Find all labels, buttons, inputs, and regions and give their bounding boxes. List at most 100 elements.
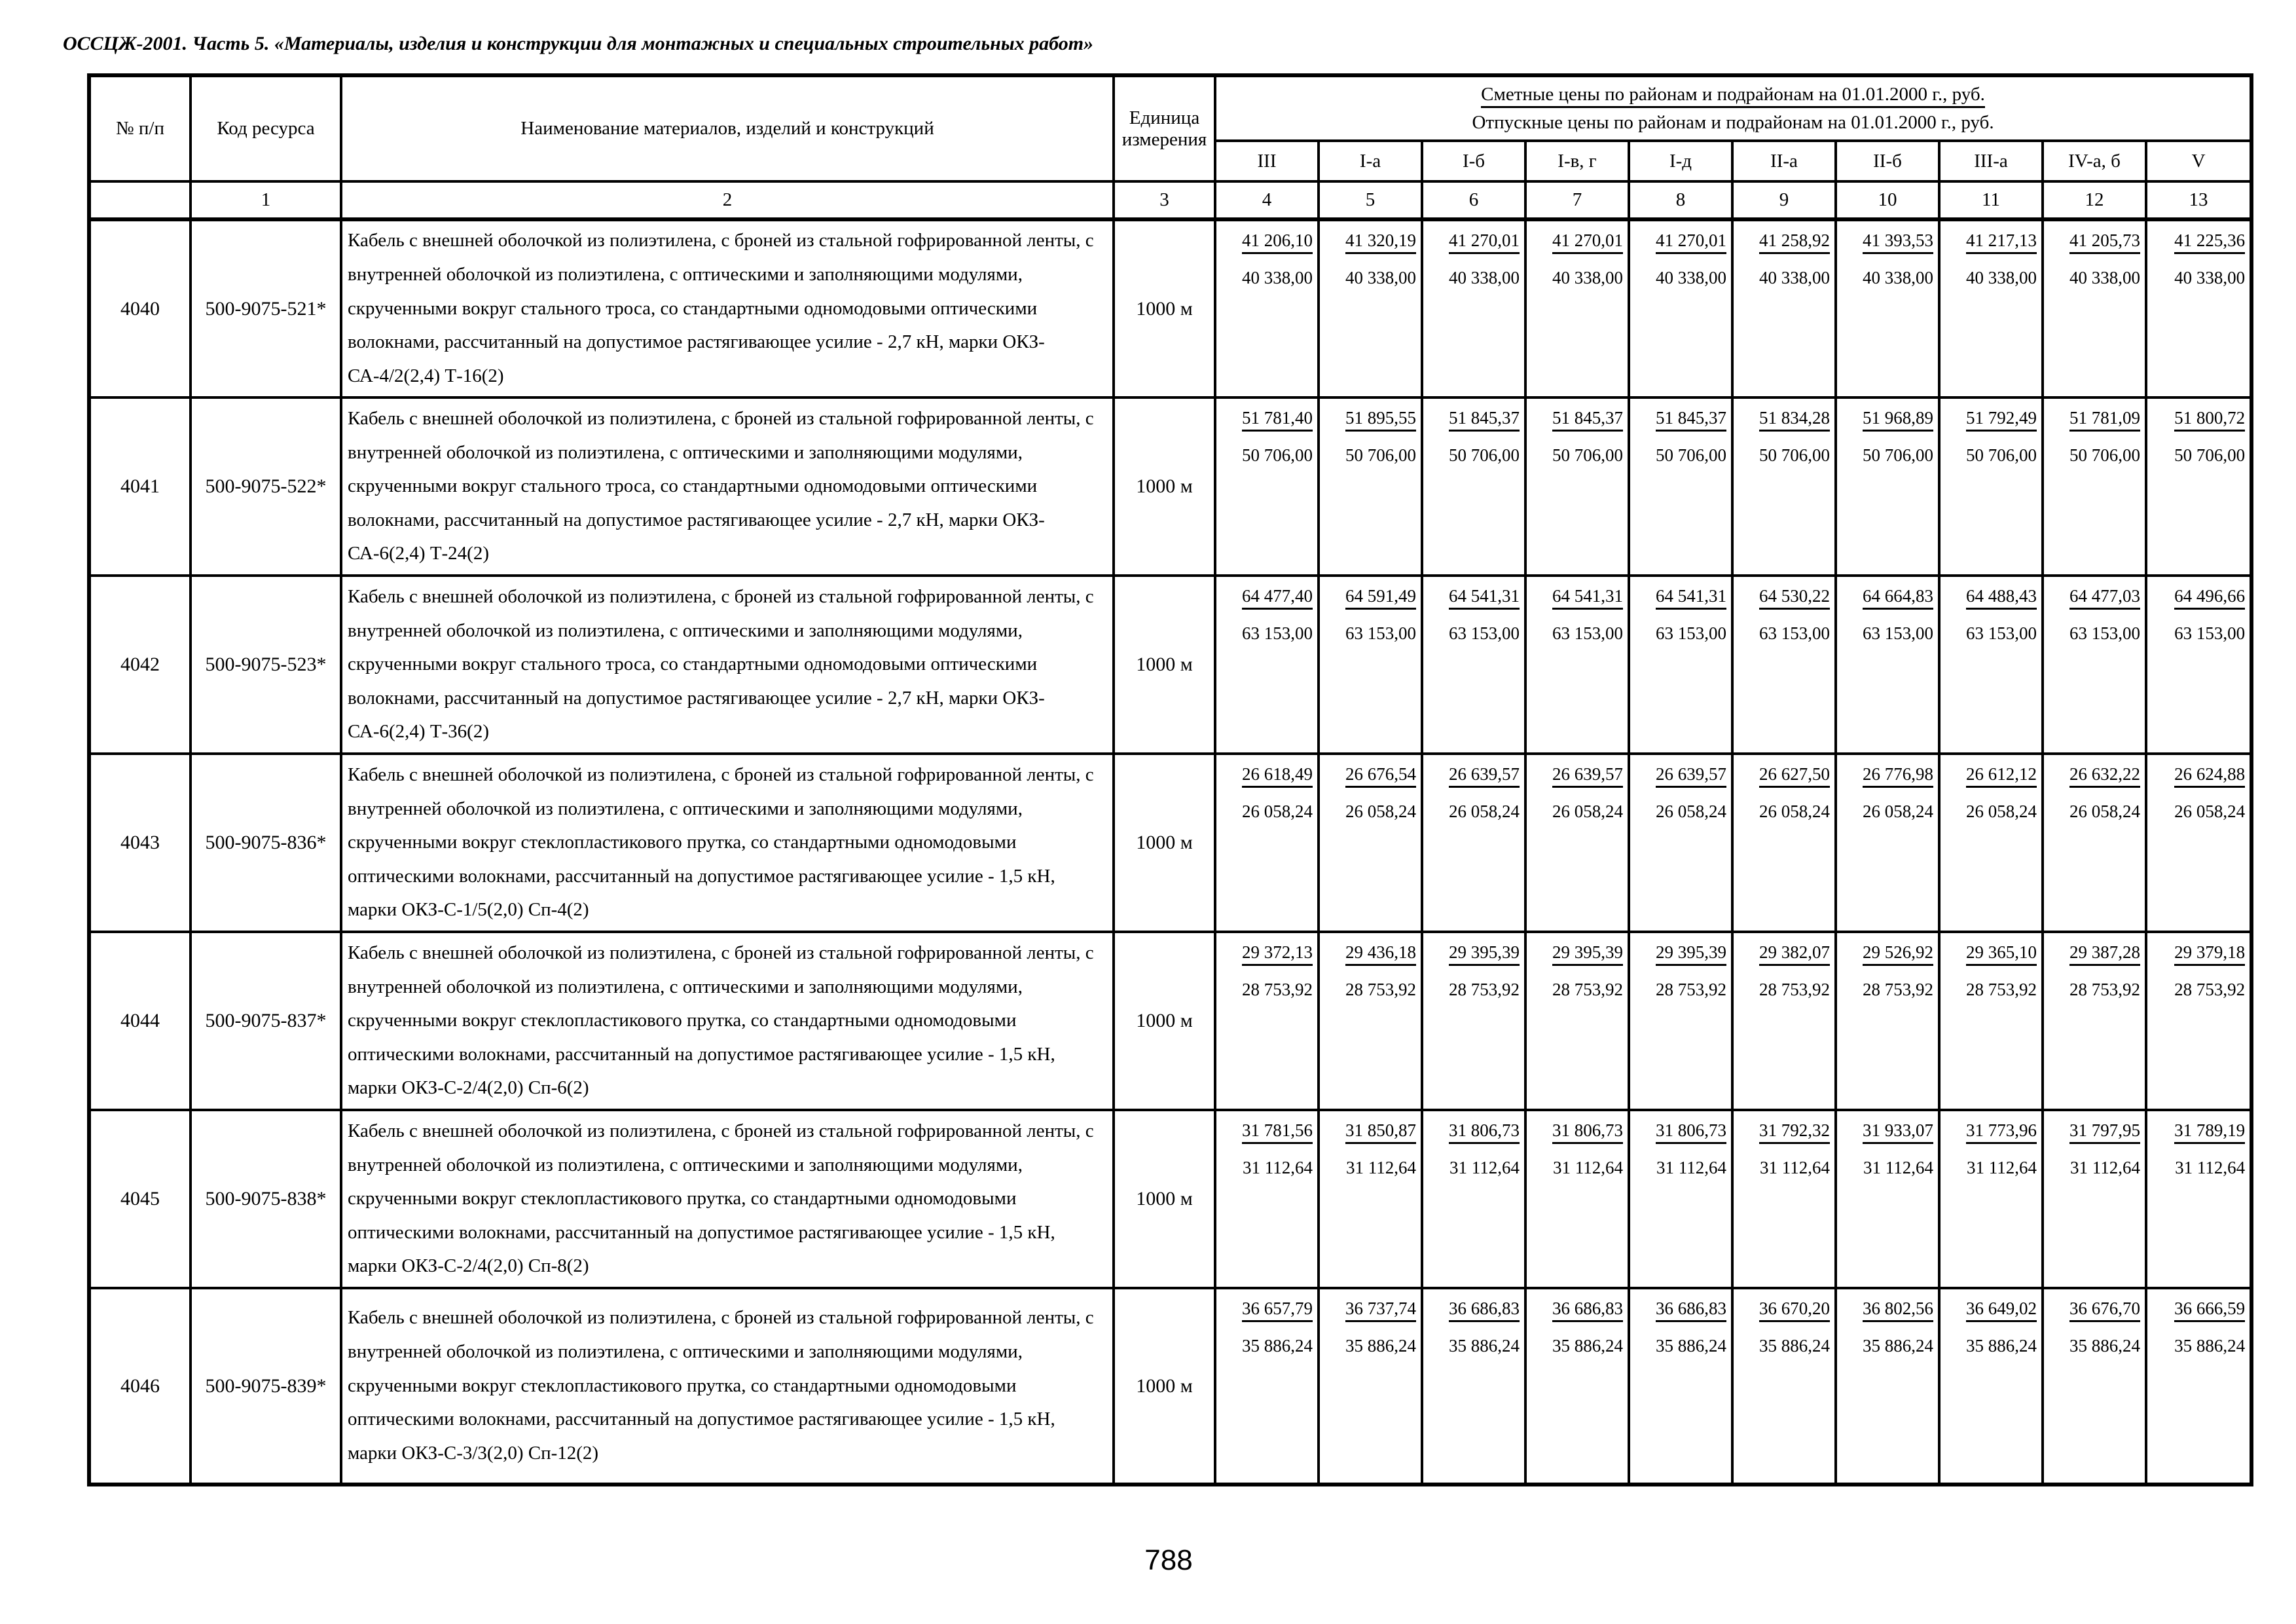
price-cell: 31 773,96 31 112,64 bbox=[1938, 1109, 2044, 1289]
selling-price: 63 153,00 bbox=[2069, 623, 2140, 643]
column-number-cell: 10 bbox=[1834, 180, 1941, 221]
selling-price: 50 706,00 bbox=[1966, 445, 2037, 465]
header-material-name: Наименование материалов, изделий и конст… bbox=[340, 74, 1115, 183]
estimate-price: 64 477,03 bbox=[2069, 586, 2140, 610]
selling-price: 31 112,64 bbox=[1967, 1158, 2037, 1177]
region-header: I-б bbox=[1421, 139, 1527, 183]
estimate-price: 51 781,40 bbox=[1242, 408, 1313, 432]
estimate-price: 51 968,89 bbox=[1863, 408, 1933, 432]
price-cell: 26 612,12 26 058,24 bbox=[1938, 752, 2044, 933]
material-name: Кабель с внешней оболочкой из полиэтилен… bbox=[340, 574, 1115, 755]
estimate-price: 36 686,83 bbox=[1449, 1299, 1520, 1322]
price-cell: 36 666,59 35 886,24 bbox=[2144, 1287, 2253, 1486]
row-number: 4041 bbox=[88, 396, 192, 577]
estimate-price: 26 776,98 bbox=[1863, 764, 1933, 788]
price-cell: 36 802,56 35 886,24 bbox=[1834, 1287, 1941, 1486]
selling-price: 28 753,92 bbox=[2174, 980, 2246, 999]
column-number-cell: 9 bbox=[1731, 180, 1837, 221]
selling-price: 28 753,92 bbox=[1242, 980, 1313, 999]
price-cell: 41 217,13 40 338,00 bbox=[1938, 218, 2044, 399]
estimate-price: 41 270,01 bbox=[1656, 231, 1726, 254]
column-number-cell: 8 bbox=[1628, 180, 1734, 221]
selling-price: 40 338,00 bbox=[1863, 268, 1933, 287]
price-cell: 29 436,18 28 753,92 bbox=[1317, 931, 1423, 1111]
table-row: 4042 500-9075-523* Кабель с внешней оболоч… bbox=[88, 574, 2253, 755]
estimate-price: 31 789,19 bbox=[2174, 1120, 2246, 1144]
selling-price: 35 886,24 bbox=[1863, 1336, 1933, 1356]
estimate-price: 64 530,22 bbox=[1759, 586, 1830, 610]
estimate-price: 26 618,49 bbox=[1242, 764, 1313, 788]
price-cell: 29 395,39 28 753,92 bbox=[1524, 931, 1630, 1111]
row-number: 4046 bbox=[88, 1287, 192, 1486]
selling-price: 50 706,00 bbox=[1242, 445, 1313, 465]
selling-price: 40 338,00 bbox=[1966, 268, 2037, 287]
selling-price: 31 112,64 bbox=[1863, 1158, 1933, 1177]
price-cell: 41 270,01 40 338,00 bbox=[1524, 218, 1630, 399]
selling-price: 40 338,00 bbox=[1345, 268, 1416, 287]
estimate-price: 64 488,43 bbox=[1966, 586, 2037, 610]
selling-price: 26 058,24 bbox=[1242, 802, 1313, 821]
estimate-price: 36 737,74 bbox=[1345, 1299, 1416, 1322]
estimate-price: 31 806,73 bbox=[1449, 1120, 1520, 1144]
selling-price: 28 753,92 bbox=[1863, 980, 1933, 999]
unit-of-measure: 1000 м bbox=[1112, 574, 1216, 755]
price-cell: 26 639,57 26 058,24 bbox=[1421, 752, 1527, 933]
selling-price: 28 753,92 bbox=[1552, 980, 1623, 999]
column-number-cell: 6 bbox=[1421, 180, 1527, 221]
column-number-cell: 2 bbox=[340, 180, 1115, 221]
region-header: III-а bbox=[1938, 139, 2044, 183]
price-cell: 29 526,92 28 753,92 bbox=[1834, 931, 1941, 1111]
estimate-price: 31 773,96 bbox=[1966, 1120, 2037, 1144]
price-cell: 31 797,95 31 112,64 bbox=[2041, 1109, 2147, 1289]
region-header: I-а bbox=[1317, 139, 1423, 183]
price-cell: 31 789,19 31 112,64 bbox=[2144, 1109, 2253, 1289]
estimate-price: 51 845,37 bbox=[1552, 408, 1623, 432]
table-row: 4040 500-9075-521* Кабель с внешней оболоч… bbox=[88, 218, 2253, 399]
selling-price: 63 153,00 bbox=[1242, 623, 1313, 643]
selling-price: 63 153,00 bbox=[1552, 623, 1623, 643]
price-cell: 51 781,09 50 706,00 bbox=[2041, 396, 2147, 577]
estimate-price: 31 797,95 bbox=[2069, 1120, 2140, 1144]
price-cell: 41 205,73 40 338,00 bbox=[2041, 218, 2147, 399]
price-cell: 26 639,57 26 058,24 bbox=[1628, 752, 1734, 933]
estimate-price: 36 670,20 bbox=[1759, 1299, 1830, 1322]
table-row: 4046 500-9075-839* Кабель с внешней оболоч… bbox=[88, 1287, 2253, 1486]
price-cell: 41 258,92 40 338,00 bbox=[1731, 218, 1837, 399]
selling-price: 63 153,00 bbox=[1449, 623, 1520, 643]
price-cell: 51 792,49 50 706,00 bbox=[1938, 396, 2044, 577]
unit-of-measure: 1000 м bbox=[1112, 931, 1216, 1111]
resource-code: 500-9075-523* bbox=[189, 574, 342, 755]
price-cell: 31 806,73 31 112,64 bbox=[1421, 1109, 1527, 1289]
estimate-price: 29 382,07 bbox=[1759, 942, 1830, 966]
header-row-number: № п/п bbox=[88, 74, 192, 183]
material-name: Кабель с внешней оболочкой из полиэтилен… bbox=[340, 1109, 1115, 1289]
selling-price: 35 886,24 bbox=[1759, 1336, 1830, 1356]
unit-of-measure: 1000 м bbox=[1112, 752, 1216, 933]
estimate-price: 26 627,50 bbox=[1759, 764, 1830, 788]
price-cell: 64 541,31 63 153,00 bbox=[1628, 574, 1734, 755]
region-header: II-б bbox=[1834, 139, 1941, 183]
selling-price: 31 112,64 bbox=[1553, 1158, 1623, 1177]
selling-price: 31 112,64 bbox=[1656, 1158, 1726, 1177]
selling-price: 40 338,00 bbox=[1242, 268, 1313, 287]
estimate-price: 29 395,39 bbox=[1552, 942, 1623, 966]
estimate-price: 26 639,57 bbox=[1656, 764, 1726, 788]
region-header: I-в, г bbox=[1524, 139, 1630, 183]
price-cell: 64 530,22 63 153,00 bbox=[1731, 574, 1837, 755]
price-cell: 31 806,73 31 112,64 bbox=[1524, 1109, 1630, 1289]
price-cell: 36 686,83 35 886,24 bbox=[1628, 1287, 1734, 1486]
price-cell: 36 686,83 35 886,24 bbox=[1524, 1287, 1630, 1486]
selling-price: 31 112,64 bbox=[1243, 1158, 1313, 1177]
selling-price: 26 058,24 bbox=[2174, 802, 2246, 821]
price-cell: 51 800,72 50 706,00 bbox=[2144, 396, 2253, 577]
estimate-price: 29 395,39 bbox=[1449, 942, 1520, 966]
estimate-price: 26 676,54 bbox=[1345, 764, 1416, 788]
material-name: Кабель с внешней оболочкой из полиэтилен… bbox=[340, 396, 1115, 577]
column-number-cell: 4 bbox=[1214, 180, 1320, 221]
estimate-price: 41 270,01 bbox=[1449, 231, 1520, 254]
price-cell: 36 737,74 35 886,24 bbox=[1317, 1287, 1423, 1486]
selling-price: 50 706,00 bbox=[1656, 445, 1726, 465]
estimate-price: 36 802,56 bbox=[1863, 1299, 1933, 1322]
region-header: IV-а, б bbox=[2041, 139, 2147, 183]
estimate-price: 29 365,10 bbox=[1966, 942, 2037, 966]
